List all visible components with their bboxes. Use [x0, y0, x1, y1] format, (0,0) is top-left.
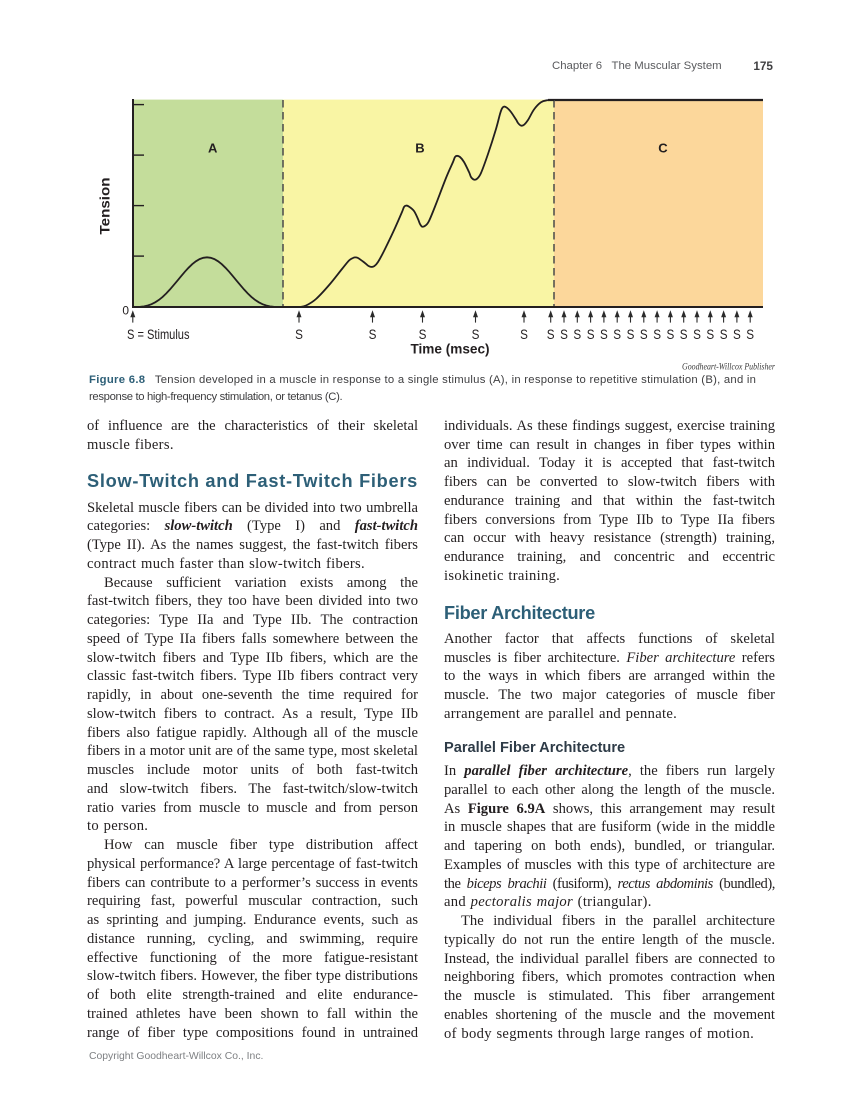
- svg-text:S = Stimulus: S = Stimulus: [127, 327, 190, 342]
- svg-text:S: S: [419, 327, 427, 342]
- svg-text:Goodheart-Willcox Publisher: Goodheart-Willcox Publisher: [682, 362, 775, 373]
- svg-text:S: S: [733, 327, 741, 342]
- svg-text:C: C: [658, 141, 668, 156]
- svg-text:B: B: [415, 141, 424, 156]
- svg-text:S: S: [560, 327, 568, 342]
- svg-text:S: S: [627, 327, 635, 342]
- svg-text:S: S: [680, 327, 688, 342]
- svg-text:Time (msec): Time (msec): [410, 342, 489, 357]
- svg-text:S: S: [587, 327, 595, 342]
- svg-text:S: S: [573, 327, 581, 342]
- svg-text:A: A: [208, 141, 218, 156]
- svg-text:S: S: [706, 327, 714, 342]
- svg-text:S: S: [640, 327, 648, 342]
- svg-text:S: S: [472, 327, 480, 342]
- svg-text:S: S: [720, 327, 728, 342]
- svg-text:Tension: Tension: [98, 178, 113, 235]
- svg-text:S: S: [667, 327, 675, 342]
- svg-text:S: S: [295, 327, 303, 342]
- svg-text:0: 0: [122, 304, 129, 318]
- svg-text:S: S: [547, 327, 555, 342]
- svg-text:S: S: [520, 327, 528, 342]
- svg-text:S: S: [369, 327, 377, 342]
- svg-text:S: S: [653, 327, 661, 342]
- svg-text:S: S: [600, 327, 608, 342]
- svg-text:S: S: [613, 327, 621, 342]
- svg-text:S: S: [746, 327, 754, 342]
- svg-text:S: S: [693, 327, 701, 342]
